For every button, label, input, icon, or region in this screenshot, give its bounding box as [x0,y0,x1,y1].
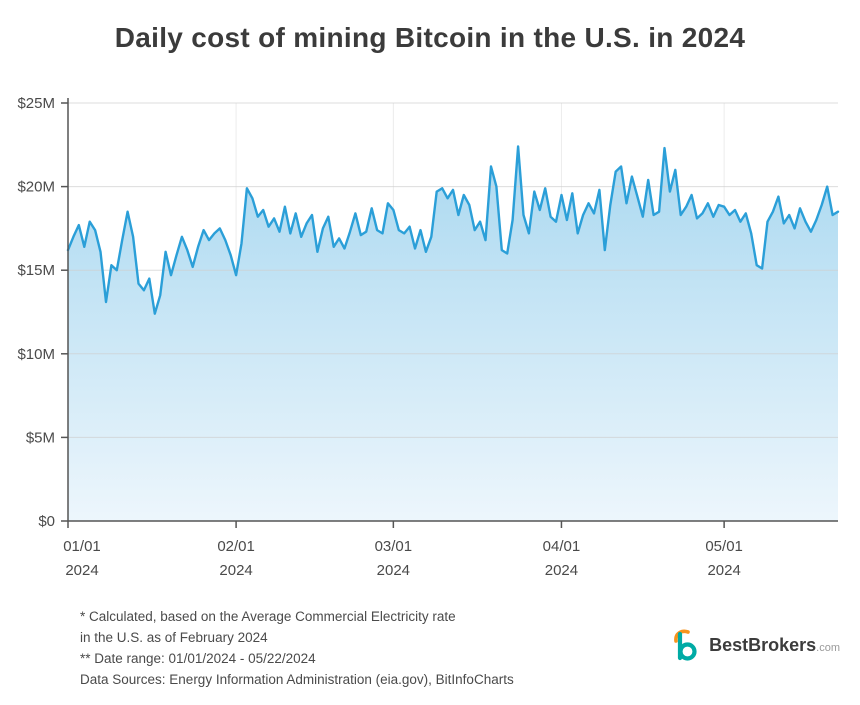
footnote-line-3: ** Date range: 01/01/2024 - 05/22/2024 [80,651,316,666]
logo-text: BestBrokers .com [709,635,840,656]
mining-cost-area-chart: $0 $5M $10M $15M $20M $25M 01/01 2024 02/01 2024 0… [17,95,840,579]
logo-b-bowl-icon [678,642,697,661]
chart-title: Daily cost of mining Bitcoin in the U.S.… [114,22,746,53]
area-fill [68,146,838,521]
bestbrokers-logo-icon [674,629,697,661]
x-tick-year: 2024 [377,562,410,579]
y-tick-label: $20M [17,179,55,196]
footnote-line-1: * Calculated, based on the Average Comme… [80,609,456,624]
x-tick-label: 02/01 [217,538,255,555]
x-tick-label: 03/01 [375,538,413,555]
footnotes: * Calculated, based on the Average Comme… [80,606,514,690]
x-tick-year: 2024 [545,562,578,579]
x-tick-label: 01/01 [63,538,101,555]
logo-name: BestBrokers [709,634,817,655]
y-tick-label: $25M [17,95,55,112]
x-tick-label: 05/01 [705,538,743,555]
x-tick-label: 04/01 [543,538,581,555]
y-tick-label: $10M [17,346,55,363]
bestbrokers-logo: BestBrokers .com [670,628,840,662]
y-tick-label: $15M [17,262,55,279]
footnote-line-2: in the U.S. as of February 2024 [80,630,268,645]
x-tick-year: 2024 [219,562,252,579]
x-tick-year: 2024 [707,562,740,579]
y-tick-label: $5M [26,429,55,446]
series-line [66,145,840,315]
logo-suffix: .com [816,641,840,654]
x-tick-year: 2024 [65,562,98,579]
footnote-line-4: Data Sources: Energy Information Adminis… [80,672,514,687]
y-tick-label: $0 [38,513,55,530]
